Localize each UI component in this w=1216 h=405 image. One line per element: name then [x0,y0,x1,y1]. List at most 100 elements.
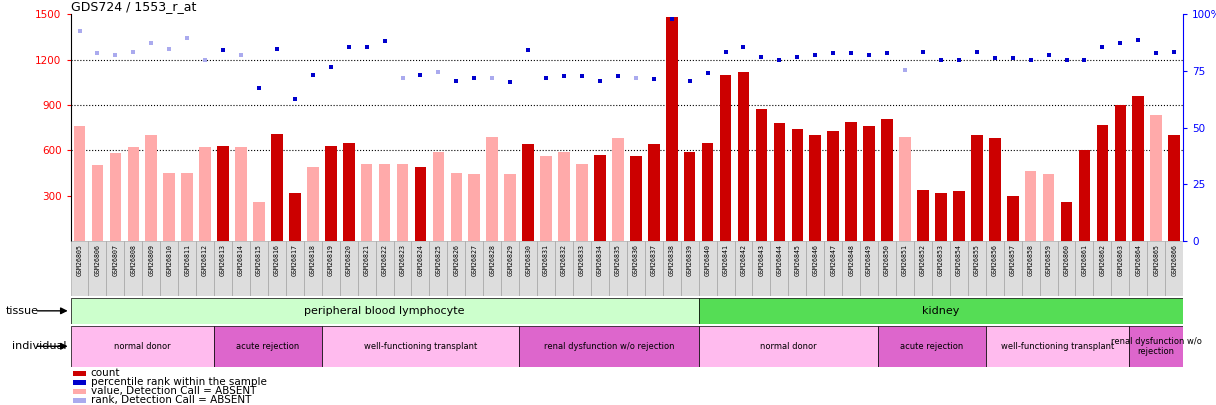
Point [1057,56,1076,63]
Bar [378,164,390,241]
Bar [699,326,878,367]
Text: GSM26845: GSM26845 [794,244,800,276]
Bar [753,241,771,296]
Bar [1150,115,1162,241]
Bar [232,241,250,296]
Bar [1111,241,1130,296]
Point [411,71,430,78]
Bar [396,164,409,241]
Bar [343,143,355,241]
Text: GSM26810: GSM26810 [167,244,173,276]
Bar [468,175,480,241]
Text: GSM26841: GSM26841 [722,244,728,276]
Text: GSM26843: GSM26843 [759,244,765,276]
Text: GSM26825: GSM26825 [435,244,441,276]
Bar [451,173,462,241]
Text: GSM26814: GSM26814 [238,244,244,276]
Text: percentile rank within the sample: percentile rank within the sample [90,377,266,387]
Point [429,68,449,75]
Bar [179,241,196,296]
Bar [429,241,447,296]
Text: GSM26855: GSM26855 [974,244,980,276]
Bar [483,241,501,296]
Point [913,49,933,55]
Text: tissue: tissue [6,306,39,316]
Text: GSM26840: GSM26840 [704,244,710,276]
Bar [702,143,714,241]
Bar [595,155,606,241]
Bar [394,241,411,296]
Text: GSM26862: GSM26862 [1099,244,1105,276]
Bar [286,241,304,296]
Text: GSM26822: GSM26822 [382,244,388,276]
Bar [304,241,322,296]
Point [626,75,646,81]
Text: GSM26835: GSM26835 [615,244,621,276]
Bar [109,153,122,241]
Bar [1060,202,1073,241]
Bar [558,152,570,241]
Bar [1021,241,1040,296]
Point [680,77,699,84]
Text: GSM26857: GSM26857 [1009,244,1015,276]
Text: GSM26860: GSM26860 [1064,244,1070,276]
Bar [271,134,283,241]
Bar [1147,241,1165,296]
Point [788,53,807,60]
Point [249,85,269,92]
Text: acute rejection: acute rejection [236,342,299,351]
Bar [486,136,499,241]
Bar [914,241,931,296]
Text: GSM26844: GSM26844 [776,244,782,276]
Text: GSM26847: GSM26847 [831,244,837,276]
Text: well-functioning transplant: well-functioning transplant [364,342,477,351]
Text: GSM26813: GSM26813 [220,244,226,276]
Bar [322,326,519,367]
Text: GSM26865: GSM26865 [1153,244,1159,276]
Text: GSM26863: GSM26863 [1118,244,1124,276]
Bar [788,241,806,296]
Point [1147,50,1166,57]
Text: value, Detection Call = ABSENT: value, Detection Call = ABSENT [90,386,255,396]
Bar [107,241,124,296]
Text: GSM26851: GSM26851 [902,244,908,276]
Bar [519,241,537,296]
Bar [253,202,265,241]
Bar [843,241,860,296]
Point [536,75,556,81]
Point [554,73,574,79]
Bar [361,164,372,241]
Text: GSM26807: GSM26807 [112,244,118,276]
Bar [358,241,376,296]
Bar [576,164,587,241]
Point [644,76,664,83]
Text: GSM26864: GSM26864 [1136,244,1142,276]
Bar [681,241,699,296]
Bar [1040,241,1058,296]
Text: count: count [90,368,120,378]
Bar [573,241,591,296]
Bar [935,193,947,241]
Bar [630,156,642,241]
Bar [161,241,179,296]
Point [159,46,179,52]
Bar [540,156,552,241]
Bar [73,389,86,394]
Bar [466,241,483,296]
Bar [699,241,716,296]
Bar [699,298,1183,324]
Text: GSM26836: GSM26836 [632,244,638,276]
Bar [666,17,677,241]
Text: acute rejection: acute rejection [900,342,963,351]
Point [465,75,484,81]
Point [268,46,287,52]
Bar [953,191,964,241]
Bar [734,241,753,296]
Bar [289,193,300,241]
Text: GSM26861: GSM26861 [1081,244,1087,276]
Bar [142,241,161,296]
Bar [896,241,914,296]
Bar [1007,196,1019,241]
Bar [1115,105,1126,241]
Bar [322,241,339,296]
